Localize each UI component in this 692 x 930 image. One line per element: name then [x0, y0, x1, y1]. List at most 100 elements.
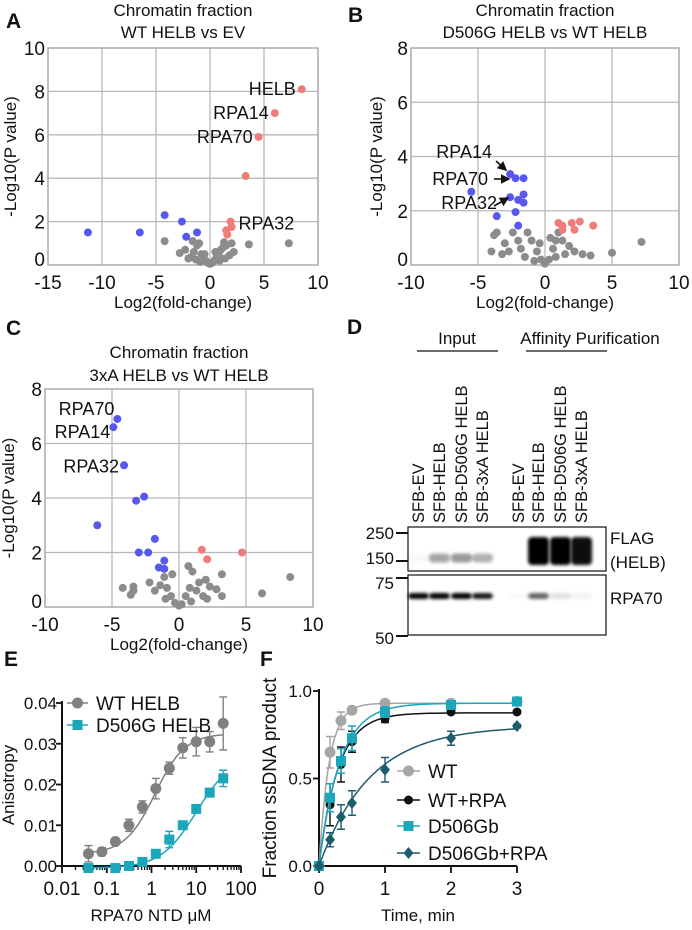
enriched-point	[570, 225, 579, 234]
protein-label: RPA70	[432, 169, 488, 189]
data-point	[137, 856, 148, 867]
not-significant-point	[520, 252, 529, 261]
depleted-point	[144, 548, 153, 557]
protein-band	[472, 593, 493, 599]
y-tick-label: 10	[24, 39, 45, 60]
y-tick-label: 0.00	[24, 857, 57, 876]
x-tick-label: -5	[104, 615, 121, 636]
data-point	[346, 704, 358, 716]
depleted-point	[467, 187, 476, 196]
not-significant-point	[586, 251, 595, 260]
not-significant-point	[211, 247, 220, 256]
legend-label: WT+RPA	[428, 791, 507, 812]
not-significant-point	[196, 257, 205, 266]
protein-band	[528, 593, 549, 599]
data-point	[347, 797, 357, 809]
depleted-point	[134, 548, 143, 557]
blot-label: FLAG	[610, 529, 654, 548]
depleted-point	[132, 496, 141, 505]
volcano-plot-B: B Chromatin fraction D506G HELB vs WT HELB…	[348, 1, 690, 312]
depleted-point	[492, 212, 501, 221]
not-significant-point	[578, 250, 587, 259]
not-significant-point	[161, 594, 170, 603]
not-significant-point	[500, 239, 509, 248]
data-point	[325, 792, 336, 803]
lane-label: SFB-D506G HELB	[552, 385, 570, 523]
enriched-point	[203, 555, 212, 564]
x-tick-label: 10	[307, 273, 328, 294]
data-point	[314, 860, 324, 872]
not-significant-point	[535, 239, 544, 248]
not-significant-point	[498, 250, 507, 259]
x-tick-label: -10	[31, 615, 58, 636]
protein-band	[528, 537, 549, 565]
not-significant-point	[162, 583, 171, 592]
depleted-point	[519, 190, 528, 199]
not-significant-point	[516, 244, 525, 253]
x-tick-label: 0	[540, 273, 551, 294]
panel-letter: C	[6, 317, 21, 340]
not-significant-point	[608, 248, 616, 257]
panel-letter: E	[4, 648, 18, 671]
data-point	[150, 848, 161, 859]
y-tick-label: 0	[34, 250, 45, 271]
depleted-point	[135, 228, 144, 237]
x-tick-label: 0.01	[44, 879, 81, 900]
group-label-input: Input	[438, 329, 476, 348]
data-point	[512, 720, 522, 732]
depleted-point	[177, 217, 186, 226]
y-tick-label: 0.03	[24, 735, 57, 754]
enriched-point	[197, 545, 206, 554]
data-point	[190, 736, 202, 748]
data-point	[204, 787, 215, 798]
y-tick-label: 2	[34, 213, 45, 234]
legend-label: WT	[428, 762, 458, 783]
data-point	[163, 762, 175, 774]
enriched-point	[575, 217, 584, 226]
x-tick-label: 10	[302, 615, 323, 636]
data-point	[446, 732, 456, 745]
protein-band	[408, 554, 429, 563]
data-point	[379, 697, 391, 709]
data-point	[204, 736, 216, 748]
protein-label: RPA32	[441, 193, 497, 213]
y-axis-label: -Log10(P value)	[1, 96, 20, 217]
x-axis-label: RPA70 NTD μM	[91, 906, 212, 925]
data-point	[82, 848, 94, 860]
not-significant-point	[229, 247, 238, 256]
enriched-point	[223, 230, 232, 239]
plot-frame	[47, 47, 319, 266]
x-tick-label: -10	[397, 273, 424, 294]
enriched-point	[254, 132, 263, 141]
data-point	[325, 833, 336, 846]
protein-label: RPA70	[197, 127, 253, 147]
not-significant-point	[558, 236, 567, 245]
depleted-point	[83, 228, 92, 237]
y-tick-label: 6	[34, 126, 45, 147]
protein-band	[571, 537, 592, 565]
not-significant-point	[145, 578, 154, 587]
data-point	[335, 811, 346, 823]
blot-label: (HELB)	[610, 553, 666, 572]
legend-label: WT HELB	[96, 694, 180, 715]
depleted-point	[150, 534, 159, 543]
x-tick-label: 0	[314, 879, 325, 900]
x-tick-label: 100	[225, 879, 257, 900]
protein-label: RPA14	[436, 142, 492, 162]
enriched-point	[589, 221, 598, 230]
y-tick-label: 1.0	[288, 682, 312, 701]
not-significant-point	[170, 598, 179, 607]
lane-label: SFB-EV	[410, 463, 428, 523]
data-point	[150, 783, 162, 795]
data-point	[512, 696, 522, 707]
data-point	[324, 746, 336, 758]
y-tick-label: 0	[397, 250, 408, 271]
not-significant-point	[184, 562, 193, 571]
data-point	[123, 861, 134, 871]
not-significant-point	[546, 233, 555, 242]
depleted-point	[93, 521, 102, 530]
depleted-point	[120, 461, 129, 470]
protein-label: RPA32	[239, 214, 295, 234]
legend-label: D506Gb+RPA	[428, 844, 548, 865]
